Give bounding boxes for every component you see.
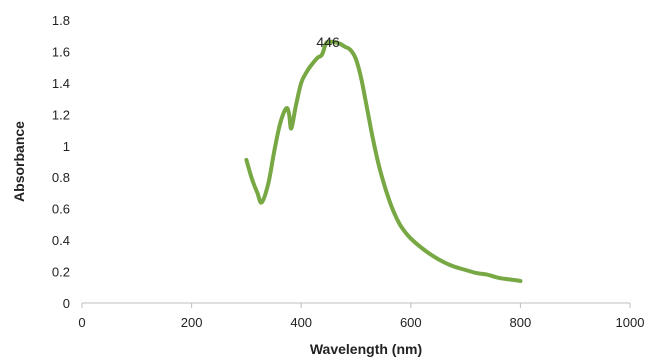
y-axis-title: Absorbance — [11, 121, 27, 202]
x-tick-label: 400 — [290, 315, 312, 330]
x-tick-label: 200 — [181, 315, 203, 330]
y-tick-label: 1.4 — [52, 76, 70, 91]
y-tick-label: 0.2 — [52, 265, 70, 280]
y-tick-label: 0.6 — [52, 202, 70, 217]
x-tick-label: 0 — [78, 315, 85, 330]
x-tick-label: 1000 — [616, 315, 645, 330]
y-tick-label: 1 — [63, 139, 70, 154]
y-tick-label: 1.6 — [52, 44, 70, 59]
x-tick-label: 800 — [510, 315, 532, 330]
series-line-absorbance — [244, 39, 523, 283]
y-tick-label: 1.2 — [52, 107, 70, 122]
x-tick-label: 600 — [400, 315, 422, 330]
y-tick-label: 0.8 — [52, 170, 70, 185]
peak-annotation: 446 — [316, 34, 340, 50]
y-axis-ticks: 0 0.2 0.4 0.6 0.8 1 1.2 1.4 1.6 1.8 — [52, 13, 70, 311]
y-tick-label: 0 — [63, 296, 70, 311]
y-tick-label: 0.4 — [52, 233, 70, 248]
y-tick-label: 1.8 — [52, 13, 70, 28]
x-axis-ticks: 0 200 400 600 800 1000 — [78, 303, 644, 330]
x-axis-title: Wavelength (nm) — [310, 341, 422, 357]
